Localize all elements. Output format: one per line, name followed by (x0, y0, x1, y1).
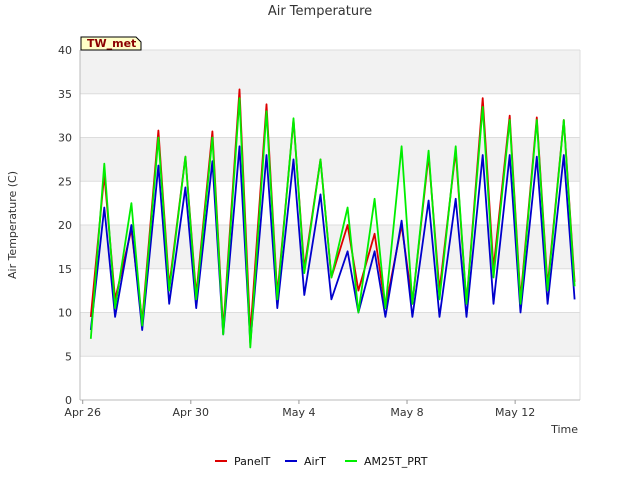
y-tick-label: 35 (58, 88, 72, 101)
x-tick-label: Apr 26 (64, 406, 101, 419)
legend-label: PanelT (234, 455, 271, 468)
x-tick-label: Apr 30 (173, 406, 210, 419)
x-tick-label: May 4 (282, 406, 315, 419)
y-tick-label: 5 (65, 350, 72, 363)
x-tick-label: May 12 (495, 406, 535, 419)
x-axis: Apr 26 Apr 30 May 4 May 8 May 12 (64, 400, 535, 419)
legend[interactable]: PanelT AirT AM25T_PRT (215, 455, 428, 468)
chart-title: Air Temperature (268, 4, 372, 19)
badge-text: TW_met (87, 37, 136, 50)
plot-band (80, 312, 580, 357)
station-badge: TW_met (80, 36, 142, 51)
x-tick-label: May 8 (390, 406, 423, 419)
series-lines (89, 88, 576, 349)
legend-label: AirT (304, 455, 326, 468)
plot-band (80, 50, 580, 94)
x-axis-title: Time (550, 423, 578, 436)
series-line-am25t-prt (89, 97, 576, 349)
y-tick-label: 15 (58, 263, 72, 276)
y-tick-label: 25 (58, 175, 72, 188)
y-tick-label: 0 (65, 394, 72, 407)
badge-box (80, 36, 142, 51)
y-tick-label: 20 (58, 219, 72, 232)
legend-label: AM25T_PRT (364, 455, 428, 468)
y-tick-label: 10 (58, 307, 72, 320)
y-tick-label: 40 (58, 44, 72, 57)
y-tick-label: 30 (58, 132, 72, 145)
series-line-airt (89, 145, 576, 345)
y-axis: 0 5 10 15 20 25 30 35 40 (58, 44, 72, 407)
plot-band (80, 137, 580, 182)
y-axis-title: Air Temperature (C) (6, 171, 19, 279)
grid-lines (79, 49, 581, 401)
